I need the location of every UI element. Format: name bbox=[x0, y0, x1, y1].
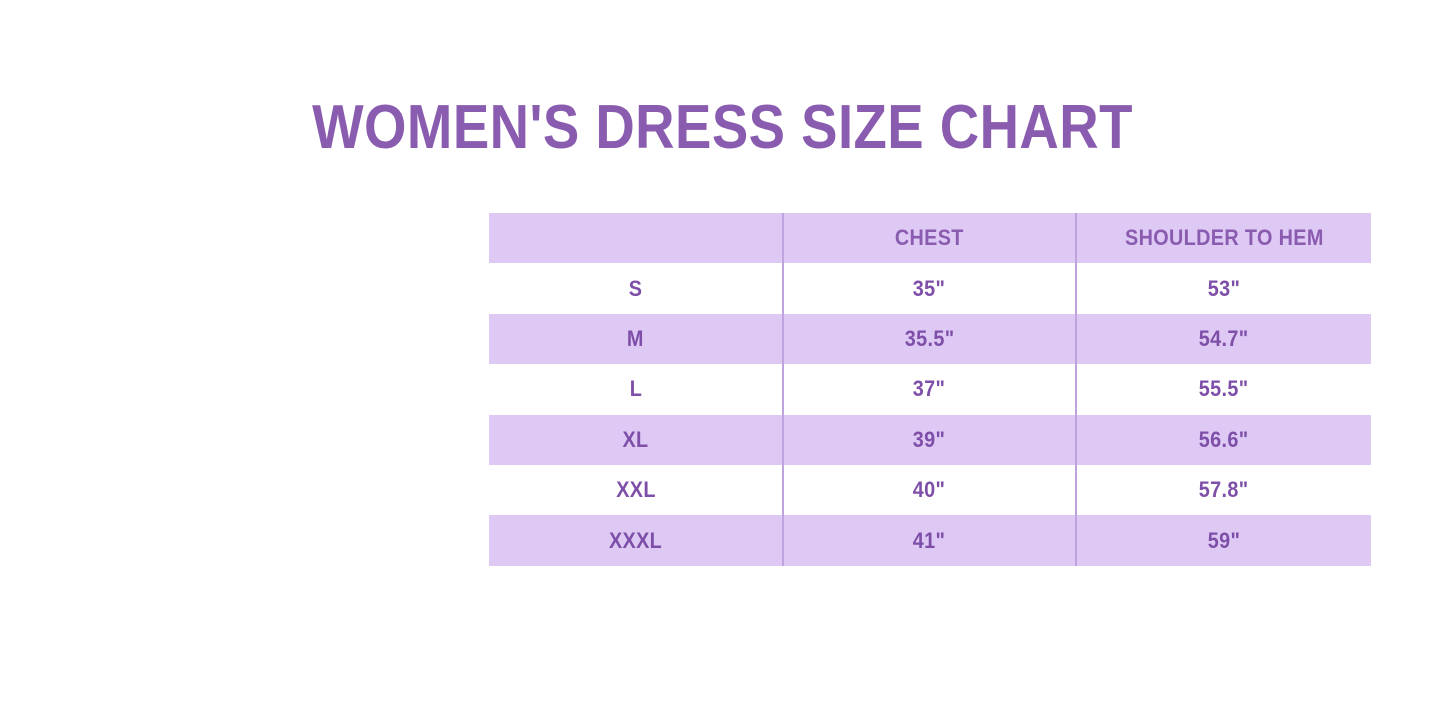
page-title: WOMEN'S DRESS SIZE CHART bbox=[312, 92, 1133, 162]
cell-chest: 41" bbox=[782, 515, 1076, 566]
cell-chest: 35" bbox=[782, 263, 1076, 314]
cell-shoulder-to-hem: 54.7" bbox=[1075, 313, 1371, 365]
table-row: XXL 40" 57.8" bbox=[489, 464, 1371, 516]
cell-shoulder-to-hem: 53" bbox=[1075, 263, 1371, 314]
column-header-chest: CHEST bbox=[782, 213, 1076, 264]
table-row: XXXL 41" 59" bbox=[489, 515, 1371, 566]
cell-size: M bbox=[489, 313, 783, 365]
cell-size: XXXL bbox=[489, 515, 783, 566]
size-chart-container: CHEST SHOULDER TO HEM S 35" 53" M 35.5" … bbox=[489, 213, 1371, 566]
table-body: S 35" 53" M 35.5" 54.7" L 37" 55.5" XL 3… bbox=[489, 263, 1371, 566]
cell-shoulder-to-hem: 59" bbox=[1075, 515, 1371, 566]
cell-size: L bbox=[489, 364, 783, 415]
table-row: S 35" 53" bbox=[489, 263, 1371, 314]
cell-chest: 39" bbox=[782, 414, 1076, 465]
column-header-size bbox=[489, 213, 783, 264]
cell-chest: 40" bbox=[782, 464, 1076, 516]
size-chart-table: CHEST SHOULDER TO HEM S 35" 53" M 35.5" … bbox=[489, 213, 1371, 566]
table-row: XL 39" 56.6" bbox=[489, 414, 1371, 465]
cell-size: XL bbox=[489, 414, 783, 465]
cell-shoulder-to-hem: 55.5" bbox=[1075, 364, 1371, 415]
cell-size: S bbox=[489, 263, 783, 314]
table-row: L 37" 55.5" bbox=[489, 364, 1371, 415]
table-header-row: CHEST SHOULDER TO HEM bbox=[489, 213, 1371, 264]
column-header-shoulder-to-hem: SHOULDER TO HEM bbox=[1075, 213, 1371, 264]
cell-chest: 37" bbox=[782, 364, 1076, 415]
cell-shoulder-to-hem: 57.8" bbox=[1075, 464, 1371, 516]
cell-size: XXL bbox=[489, 464, 783, 516]
table-header: CHEST SHOULDER TO HEM bbox=[489, 213, 1371, 264]
cell-chest: 35.5" bbox=[782, 313, 1076, 365]
cell-shoulder-to-hem: 56.6" bbox=[1075, 414, 1371, 465]
table-row: M 35.5" 54.7" bbox=[489, 313, 1371, 365]
